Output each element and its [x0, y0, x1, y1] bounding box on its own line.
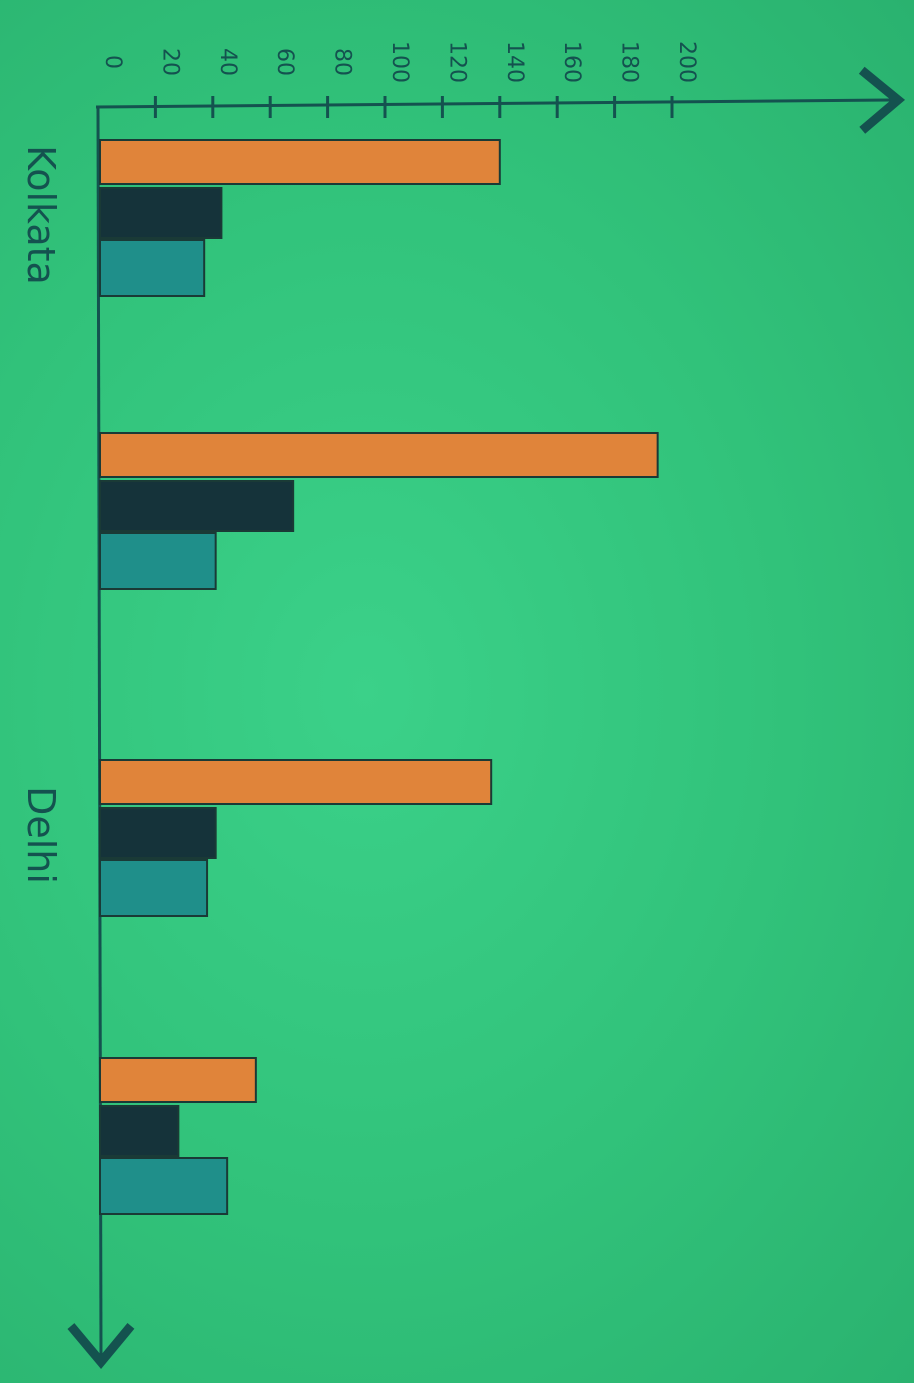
bar-group1-series2	[99, 187, 223, 239]
bar-group4-series2	[99, 1105, 180, 1157]
bar-group2-series2	[99, 480, 295, 532]
tick-label: 100	[387, 41, 412, 83]
tick-label: 200	[674, 41, 699, 83]
tick-label: 160	[559, 41, 584, 83]
bar-group1-series1	[99, 139, 501, 185]
tick-label: 180	[617, 41, 642, 83]
category-label: Kolkata	[19, 145, 63, 285]
tick-label: 80	[330, 48, 355, 76]
bar-group4-series3	[99, 1157, 229, 1215]
tick-label: 20	[157, 48, 182, 76]
bar-group3-series1	[99, 759, 493, 805]
bar-group2-series1	[99, 432, 659, 478]
bar-group3-series3	[99, 859, 209, 917]
bar-group1-series3	[99, 239, 206, 297]
tick-label: 60	[272, 48, 297, 76]
bar-group4-series1	[99, 1057, 257, 1103]
category-label: Delhi	[19, 786, 63, 884]
tick-label: 0	[100, 55, 125, 69]
bar-group3-series2	[99, 807, 217, 859]
bar-group2-series3	[99, 532, 217, 590]
tick-label: 140	[502, 41, 527, 83]
tick-label: 40	[215, 48, 240, 76]
value-axis	[95, 66, 906, 134]
tick-label: 120	[444, 41, 469, 83]
